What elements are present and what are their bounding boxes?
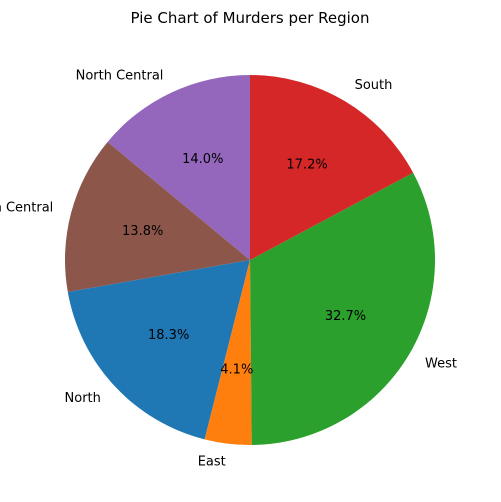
slice-label-east: East	[198, 455, 226, 470]
pie-slice-north-central	[107, 75, 250, 260]
pie-slice-south-central	[65, 141, 250, 293]
slice-label-north: North	[65, 391, 101, 406]
pie-slice-west	[250, 172, 436, 445]
slice-label-south: South	[355, 78, 393, 93]
pie-slice-north	[67, 260, 250, 440]
chart-title: Pie Chart of Murders per Region	[131, 9, 370, 27]
slice-percent-north-central: 14.0%	[182, 152, 223, 167]
pie-slice-south	[250, 75, 414, 260]
pie-labels: North Central 14.0% South Central 13.8% Nort…	[0, 68, 457, 469]
slice-percent-north: 18.3%	[148, 328, 189, 343]
pie-slices	[65, 75, 436, 445]
slice-percent-east: 4.1%	[220, 363, 253, 378]
pie-slice-east	[204, 260, 252, 445]
slice-label-north-central: North Central	[76, 68, 164, 83]
slice-percent-south: 17.2%	[286, 157, 327, 172]
slice-percent-west: 32.7%	[325, 309, 366, 324]
slice-label-west: West	[425, 356, 457, 371]
slice-percent-south-central: 13.8%	[122, 224, 163, 239]
slice-label-south-central: South Central	[0, 200, 53, 215]
